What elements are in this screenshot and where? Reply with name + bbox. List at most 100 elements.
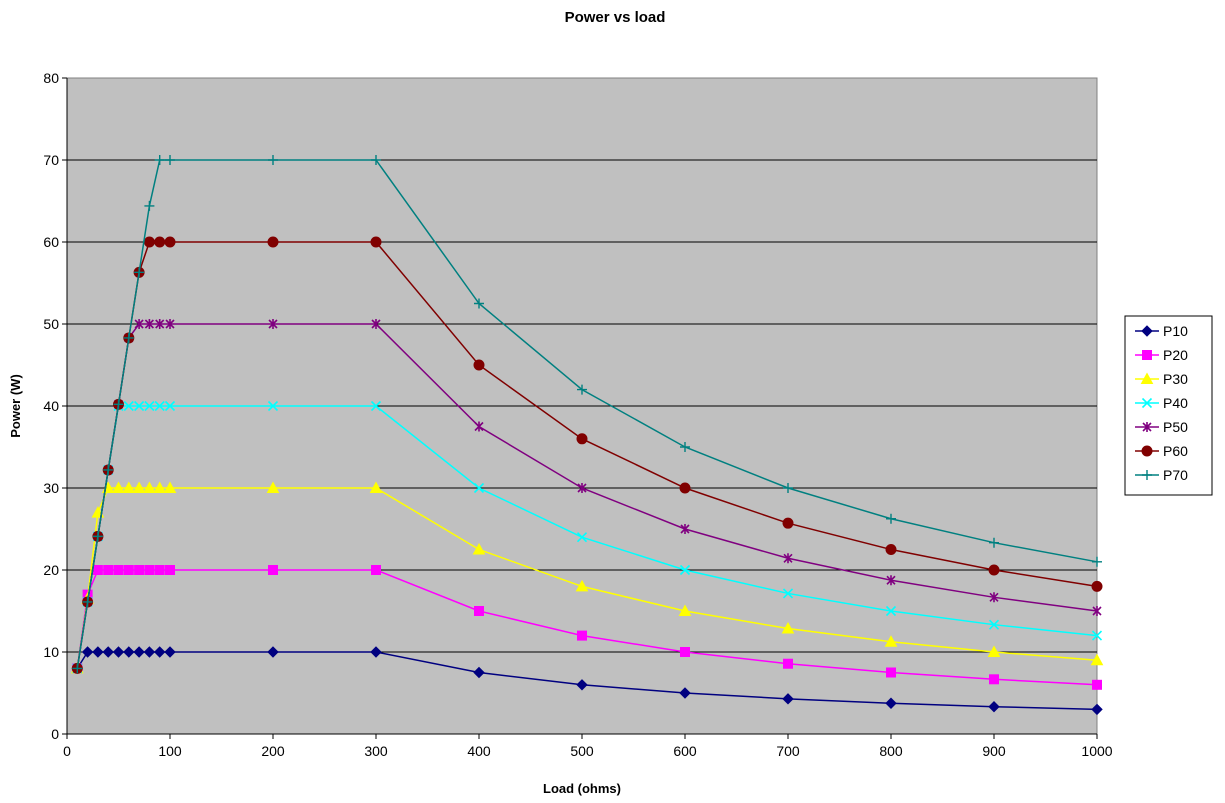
data-point bbox=[474, 421, 484, 432]
y-tick-label: 40 bbox=[43, 398, 59, 414]
legend-label: P70 bbox=[1163, 467, 1188, 483]
data-point bbox=[885, 544, 897, 555]
x-tick-label: 100 bbox=[158, 743, 182, 759]
data-point bbox=[678, 604, 692, 616]
data-point bbox=[989, 674, 999, 685]
legend-box bbox=[1124, 315, 1213, 496]
data-point bbox=[92, 565, 103, 575]
y-tick-label: 0 bbox=[51, 726, 59, 742]
x-tick-label: 400 bbox=[467, 743, 491, 759]
data-point bbox=[886, 575, 896, 586]
data-point bbox=[783, 658, 793, 669]
data-point bbox=[1092, 556, 1102, 567]
y-tick-label: 20 bbox=[43, 562, 59, 578]
legend-entry-p70: P70 bbox=[1135, 467, 1188, 483]
data-point bbox=[988, 564, 1000, 576]
data-point bbox=[154, 565, 165, 575]
data-point bbox=[575, 579, 589, 592]
legend-label: P20 bbox=[1163, 347, 1188, 363]
data-point bbox=[369, 481, 383, 493]
data-point bbox=[164, 646, 176, 658]
legend-swatch-marker bbox=[1141, 325, 1153, 337]
data-point bbox=[144, 400, 155, 412]
data-point bbox=[1091, 580, 1103, 592]
data-point bbox=[154, 236, 166, 248]
data-point bbox=[576, 532, 588, 543]
data-point bbox=[153, 481, 167, 493]
y-tick-label: 50 bbox=[43, 316, 59, 332]
series-p70 bbox=[72, 155, 1102, 674]
legend-label: P30 bbox=[1163, 371, 1188, 387]
data-point bbox=[577, 630, 587, 641]
data-point bbox=[144, 200, 155, 211]
data-point bbox=[989, 592, 999, 603]
x-tick-label: 700 bbox=[776, 743, 800, 759]
x-tick-label: 900 bbox=[982, 743, 1006, 759]
data-point bbox=[134, 319, 144, 329]
data-point bbox=[103, 464, 114, 475]
data-point bbox=[92, 531, 103, 542]
legend-label: P10 bbox=[1163, 323, 1188, 339]
y-tick-label: 70 bbox=[43, 152, 59, 168]
data-point bbox=[680, 442, 690, 452]
data-point bbox=[123, 332, 134, 343]
data-point bbox=[134, 565, 145, 575]
data-point bbox=[72, 663, 83, 674]
data-point bbox=[268, 565, 278, 575]
data-point bbox=[1092, 606, 1102, 616]
data-point bbox=[165, 565, 175, 575]
x-tick-label: 600 bbox=[673, 743, 697, 759]
data-point bbox=[577, 483, 587, 493]
legend-label: P60 bbox=[1163, 443, 1188, 459]
data-point bbox=[132, 481, 146, 493]
data-point bbox=[143, 481, 156, 493]
data-point bbox=[102, 646, 114, 658]
data-point bbox=[371, 565, 381, 575]
data-point bbox=[112, 646, 125, 658]
data-point bbox=[153, 646, 166, 658]
data-point bbox=[163, 481, 177, 493]
data-point bbox=[122, 481, 136, 493]
data-point bbox=[473, 359, 485, 371]
data-point bbox=[680, 647, 690, 657]
data-point bbox=[1091, 703, 1103, 716]
data-point bbox=[1090, 653, 1104, 666]
legend-label: P40 bbox=[1163, 395, 1188, 411]
data-point bbox=[1091, 630, 1103, 641]
data-point bbox=[783, 483, 793, 493]
y-tick-label: 80 bbox=[43, 70, 59, 86]
data-point bbox=[474, 606, 484, 616]
data-point bbox=[1092, 679, 1102, 690]
legend-swatch-marker bbox=[1141, 445, 1153, 457]
data-point bbox=[155, 319, 165, 329]
data-point bbox=[680, 524, 690, 534]
data-point bbox=[679, 564, 691, 576]
data-point bbox=[267, 236, 279, 248]
legend-entry-p10: P10 bbox=[1135, 323, 1188, 339]
data-point bbox=[886, 513, 896, 524]
data-point bbox=[164, 236, 176, 248]
x-axis-title: Load (ohms) bbox=[543, 781, 621, 796]
x-tick-label: 1000 bbox=[1081, 743, 1112, 759]
data-point bbox=[884, 635, 898, 647]
y-tick-label: 30 bbox=[43, 480, 59, 496]
data-point bbox=[165, 319, 175, 329]
legend-swatch-marker bbox=[1142, 350, 1152, 360]
x-tick-label: 500 bbox=[570, 743, 594, 759]
legend-label: P50 bbox=[1163, 419, 1188, 435]
legend: P10 P20 P30 P40 P50 P60 P70 bbox=[1124, 315, 1213, 496]
data-point bbox=[679, 687, 691, 699]
data-point bbox=[885, 605, 897, 617]
data-point bbox=[92, 646, 104, 658]
legend-entry-p20: P20 bbox=[1135, 347, 1188, 363]
data-point bbox=[267, 646, 279, 658]
data-point bbox=[371, 155, 381, 165]
legend-entry-p40: P40 bbox=[1135, 395, 1188, 411]
data-point bbox=[473, 666, 485, 679]
data-point bbox=[370, 400, 382, 412]
x-tick-label: 200 bbox=[261, 743, 285, 759]
series-p30 bbox=[70, 481, 1104, 674]
data-point bbox=[133, 646, 145, 658]
